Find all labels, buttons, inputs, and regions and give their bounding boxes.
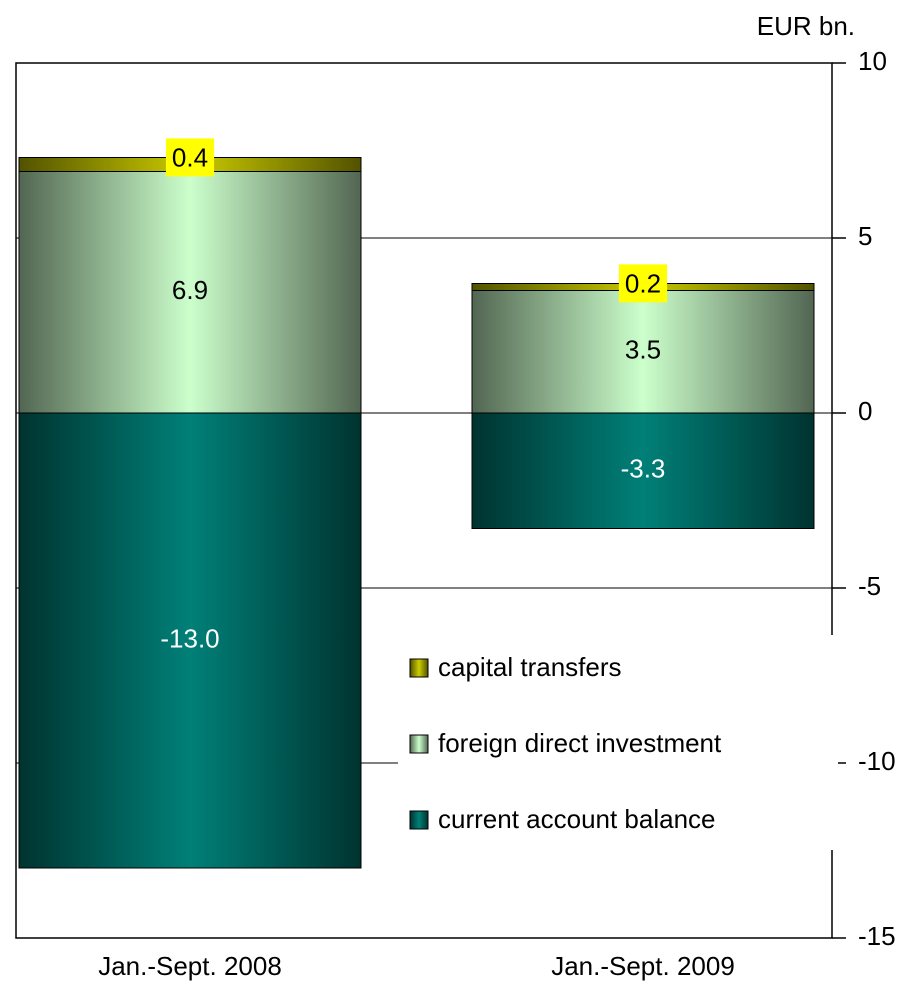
legend-label: current account balance bbox=[438, 804, 716, 834]
value-label: 0.4 bbox=[172, 142, 208, 172]
bar-segment bbox=[471, 412, 815, 529]
value-label: 0.2 bbox=[625, 268, 661, 298]
value-label-box bbox=[618, 264, 668, 303]
y-tick-label: -5 bbox=[858, 571, 881, 601]
legend-label: foreign direct investment bbox=[438, 728, 722, 758]
legend-box bbox=[398, 635, 838, 850]
value-label: -13.0 bbox=[160, 623, 219, 653]
bar-segment bbox=[471, 290, 815, 414]
x-tick-label: Jan.-Sept. 2008 bbox=[98, 951, 282, 981]
value-label-box bbox=[165, 138, 215, 177]
value-label: 6.9 bbox=[172, 275, 208, 305]
bar-segment bbox=[18, 412, 362, 869]
legend-swatch bbox=[409, 810, 429, 830]
legend-swatch bbox=[409, 734, 429, 754]
value-label: 3.5 bbox=[625, 335, 661, 365]
y-tick-label: 5 bbox=[858, 221, 872, 251]
legend-label: capital transfers bbox=[438, 652, 622, 682]
value-label: -3.3 bbox=[621, 454, 666, 484]
x-tick-label: Jan.-Sept. 2009 bbox=[551, 951, 735, 981]
y-tick-label: 10 bbox=[858, 46, 887, 76]
legend-swatch bbox=[409, 658, 429, 678]
unit-label: EUR bn. bbox=[757, 11, 855, 41]
y-tick-label: 0 bbox=[858, 396, 872, 426]
y-tick-label: -10 bbox=[858, 746, 896, 776]
y-tick-label: -15 bbox=[858, 921, 896, 951]
